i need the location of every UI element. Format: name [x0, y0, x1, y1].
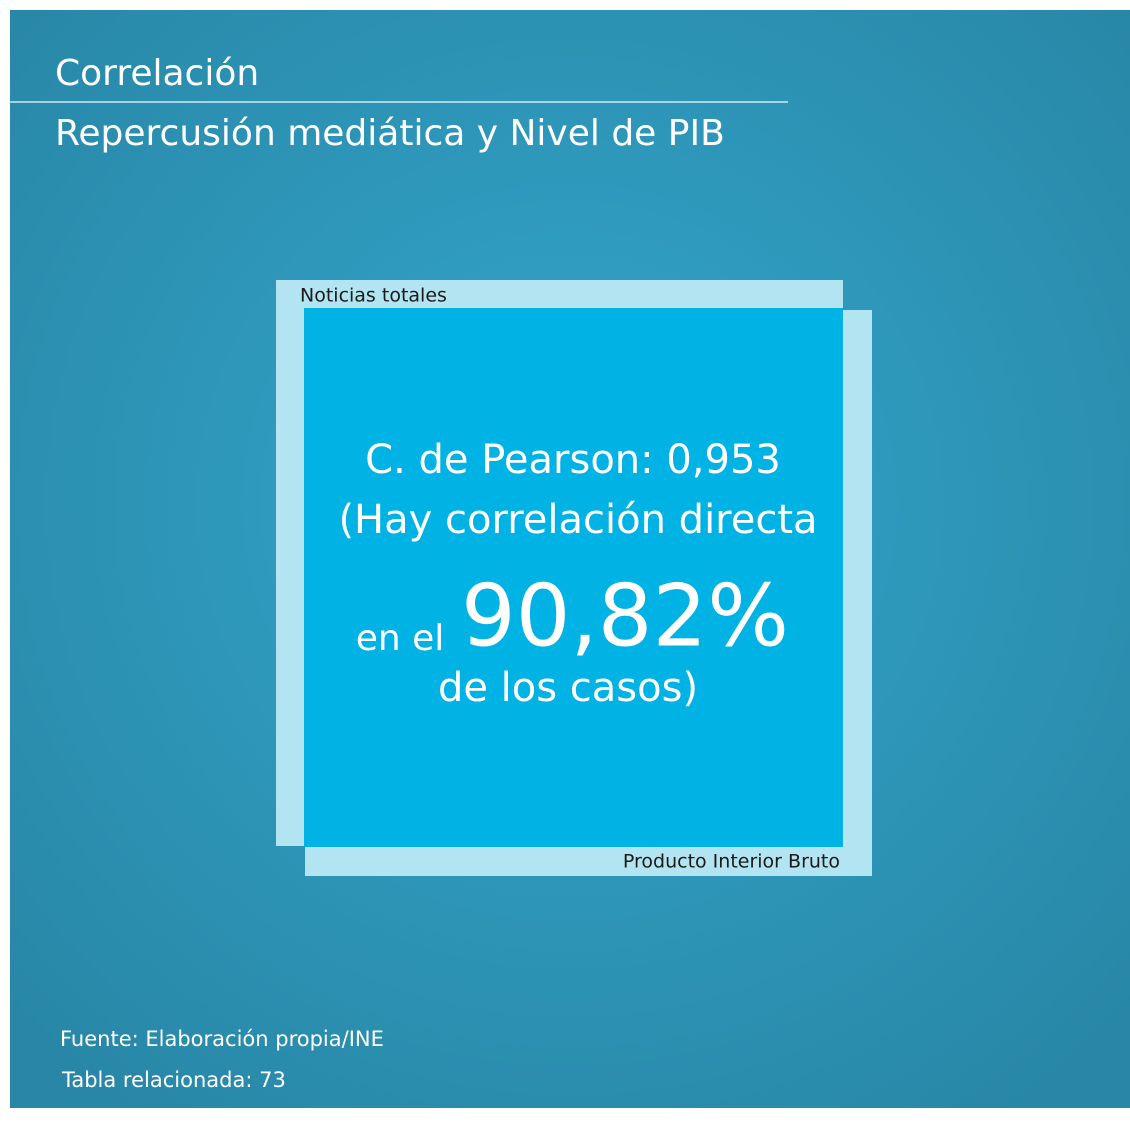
pearson-line: C. de Pearson: 0,953 [365, 437, 781, 483]
top-label: Noticias totales [300, 285, 447, 307]
source: Fuente: Elaboración propia/INE [60, 1027, 384, 1051]
bottom-label: Producto Interior Bruto [623, 851, 840, 873]
percentage: 90,82% [461, 566, 789, 666]
correlation-line: (Hay correlación directa [338, 497, 817, 543]
prefix: en el [356, 618, 445, 659]
subtitle: Repercusión mediática y Nivel de PIB [55, 113, 725, 154]
table-ref: Tabla relacionada: 73 [61, 1068, 286, 1092]
title: Correlación [55, 53, 259, 94]
cases-line: de los casos) [438, 665, 698, 711]
panel [304, 308, 843, 847]
